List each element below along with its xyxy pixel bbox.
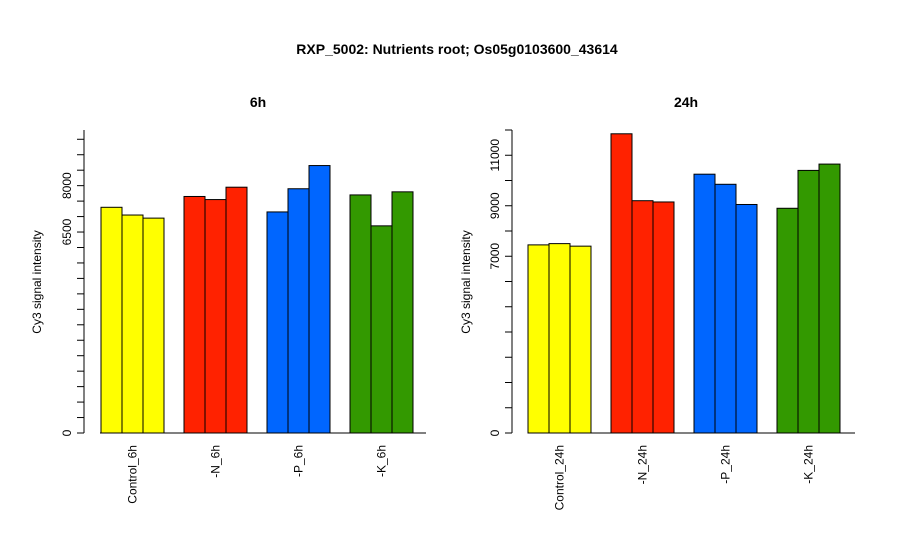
y-axis-24h: 0 7000 9000 11000 [488,129,513,436]
bars-6h [100,165,426,434]
bar-Control_24h-1 [527,244,550,434]
x-tick-label: -P_6h [292,445,306,477]
bar--K_6h-3 [391,191,414,434]
y-tick-label: 6500 [60,218,74,245]
bar--K_24h-3 [818,163,841,434]
panel-24h: 24h Cy3 signal intensity 07000900011000 … [459,94,855,510]
bar--N_24h-2 [631,200,654,434]
x-tick-label: Control_24h [553,445,567,510]
x-tick-label: -N_6h [209,445,223,478]
y-tick-label: 8000 [60,172,74,199]
bar--K_6h-1 [349,194,372,434]
bar--N_6h-1 [183,195,206,434]
y-axis-6h: 0 6500 8000 [60,130,85,436]
bar--P_6h-3 [308,165,331,434]
bar--N_24h-1 [610,133,633,434]
bar--K_24h-1 [776,207,799,434]
x-tick-labels-6h: Control_6h -N_6h -P_6h -K_6h [126,445,389,504]
x-tick-labels-24h: Control_24h -N_24h -P_24h -K_24h [553,445,816,510]
bar--K_24h-2 [797,169,820,434]
bar--N_24h-3 [652,201,675,434]
bar-Control_6h-3 [142,217,165,434]
bar--P_24h-2 [714,183,737,434]
y-tick-label: 7000 [488,243,502,270]
bar-Control_24h-2 [548,243,571,434]
bar--P_24h-1 [693,173,716,434]
bar--N_6h-2 [204,199,227,434]
panel-title-6h: 6h [250,94,266,110]
y-tick-label: 0 [488,429,502,436]
bars-24h [527,133,855,434]
bar-Control_24h-3 [569,245,592,434]
bar-Control_6h-2 [121,214,144,434]
bar--P_6h-1 [266,211,289,434]
x-tick-label: -K_24h [802,445,816,484]
bar--K_6h-2 [370,225,393,434]
bar--P_6h-2 [287,188,310,434]
y-tick-label: 11000 [488,139,502,172]
bar--P_24h-3 [735,203,758,434]
figure-title: RXP_5002: Nutrients root; Os05g0103600_4… [296,41,618,57]
bar-Control_6h-1 [100,206,123,434]
x-tick-label: -N_24h [636,445,650,484]
panel-6h: 6h Cy3 signal intensity 0 6500 8000 Contro… [30,94,426,504]
y-axis-label-6h: Cy3 signal intensity [30,230,44,333]
x-tick-label: -P_24h [719,445,733,484]
panel-title-24h: 24h [674,94,698,110]
y-tick-label: 9000 [488,192,502,219]
y-axis-label-24h: Cy3 signal intensity [459,230,473,333]
bar--N_6h-3 [225,186,248,434]
y-tick-label: 0 [60,429,74,436]
x-tick-label: Control_6h [126,445,140,504]
x-tick-label: -K_6h [375,445,389,477]
